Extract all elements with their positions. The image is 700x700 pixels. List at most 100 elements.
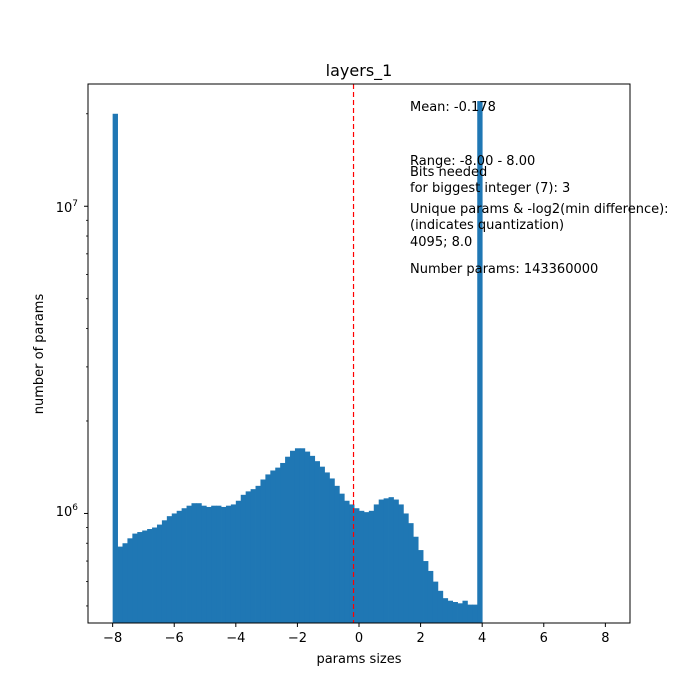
histogram-bar bbox=[147, 529, 153, 623]
x-tick-label: −2 bbox=[288, 631, 307, 646]
histogram-bar bbox=[349, 504, 355, 623]
histogram-bar bbox=[427, 570, 434, 623]
x-tick-label: 0 bbox=[355, 631, 363, 646]
histogram-bar bbox=[472, 604, 478, 623]
unique-annotation-line1: Unique params & -log2(min difference): bbox=[410, 202, 669, 217]
histogram-bar bbox=[112, 113, 118, 624]
histogram-bar bbox=[329, 478, 335, 623]
histogram-bar bbox=[142, 530, 148, 623]
histogram-bars bbox=[112, 101, 483, 624]
x-axis-label: params sizes bbox=[316, 652, 401, 667]
histogram-bar bbox=[437, 590, 444, 623]
histogram-bar bbox=[334, 485, 340, 623]
histogram-bar bbox=[280, 462, 286, 623]
histogram-bar bbox=[240, 494, 247, 623]
histogram-bar bbox=[467, 604, 473, 623]
mean-annotation: Mean: -0.178 bbox=[410, 100, 496, 115]
histogram-bar bbox=[344, 500, 350, 623]
histogram-bar bbox=[255, 485, 261, 623]
unique-annotation-line2: (indicates quantization) bbox=[410, 218, 564, 233]
histogram-bar bbox=[285, 456, 291, 623]
chart-title: layers_1 bbox=[326, 61, 393, 81]
histogram-bar bbox=[181, 508, 187, 623]
x-tick-label: −4 bbox=[226, 631, 245, 646]
unique-annotation-line3: 4095; 8.0 bbox=[410, 235, 472, 250]
histogram-bar bbox=[363, 512, 370, 623]
histogram-bar bbox=[339, 493, 345, 623]
histogram-bar bbox=[191, 503, 197, 623]
x-tick-label: −6 bbox=[165, 631, 184, 646]
histogram-bar bbox=[230, 504, 237, 623]
x-tick-label: 8 bbox=[601, 631, 609, 646]
histogram-bar bbox=[403, 513, 409, 623]
histogram-bar bbox=[216, 505, 222, 623]
histogram-bar bbox=[477, 101, 483, 623]
histogram-bar bbox=[452, 602, 458, 623]
histogram-bar bbox=[270, 470, 276, 623]
histogram-bar bbox=[156, 524, 163, 623]
histogram-bar bbox=[299, 448, 306, 623]
histogram-bar bbox=[378, 499, 385, 623]
histogram-bar bbox=[354, 508, 360, 623]
histogram-bar bbox=[221, 506, 227, 623]
histogram-bar bbox=[290, 450, 296, 623]
bits-annotation-line2: for biggest integer (7): 3 bbox=[410, 181, 570, 196]
histogram-bar bbox=[201, 505, 207, 623]
histogram-bar bbox=[275, 467, 281, 623]
histogram-bar bbox=[122, 543, 128, 623]
histogram-bar bbox=[314, 461, 320, 623]
histogram-bar bbox=[260, 479, 266, 623]
histogram-bar bbox=[211, 505, 217, 623]
histogram-bar bbox=[432, 581, 439, 623]
histogram-bar bbox=[457, 603, 463, 623]
histogram-bar bbox=[388, 497, 394, 623]
histogram-bar bbox=[447, 600, 454, 623]
histogram-bar bbox=[132, 533, 138, 623]
histogram-bar bbox=[117, 546, 123, 623]
histogram-bar bbox=[127, 538, 133, 623]
histogram-bar bbox=[265, 474, 271, 623]
histogram-bar bbox=[186, 505, 192, 623]
stats-annotations: Mean: -0.178 Range: -8.00 - 8.00 Bits ne… bbox=[410, 100, 669, 277]
histogram-bar bbox=[235, 500, 242, 623]
histogram-bar bbox=[137, 532, 143, 623]
histogram-bar bbox=[324, 472, 330, 623]
histogram-bar bbox=[161, 520, 168, 623]
histogram-bar bbox=[462, 600, 468, 623]
histogram-bar bbox=[408, 523, 414, 623]
histogram-bar bbox=[304, 451, 311, 623]
histogram-bar bbox=[171, 513, 178, 623]
histogram-bar bbox=[418, 550, 424, 623]
x-tick-label: 4 bbox=[478, 631, 486, 646]
x-axis-ticks: −8 −6 −4 −2 0 2 4 6 8 bbox=[103, 623, 610, 646]
y-tick-label-1e6: 106 bbox=[56, 503, 79, 520]
histogram-bar bbox=[250, 489, 256, 623]
x-tick-label: 2 bbox=[416, 631, 424, 646]
x-tick-label: 6 bbox=[540, 631, 548, 646]
y-axis-label: number of params bbox=[32, 294, 47, 415]
histogram-bar bbox=[294, 448, 301, 623]
histogram-bar bbox=[398, 504, 404, 623]
histogram-bar bbox=[413, 536, 419, 623]
x-tick-label: −8 bbox=[103, 631, 122, 646]
histogram-bar bbox=[368, 510, 375, 623]
histogram-bar bbox=[383, 498, 389, 623]
histogram-bar bbox=[309, 455, 316, 623]
y-axis-ticks: 106 107 bbox=[56, 113, 88, 607]
histogram-bar bbox=[206, 506, 212, 623]
count-annotation: Number params: 143360000 bbox=[410, 262, 598, 277]
histogram-bar bbox=[196, 503, 202, 623]
histogram-bar bbox=[423, 561, 429, 623]
histogram-bar bbox=[373, 504, 380, 623]
histogram-bar bbox=[245, 491, 251, 623]
histogram-bar bbox=[225, 505, 232, 623]
histogram-bar bbox=[319, 466, 325, 623]
y-tick-label-1e7: 107 bbox=[56, 199, 78, 216]
range-annotation: Range: -8.00 - 8.00 bbox=[410, 154, 535, 169]
histogram-bar bbox=[442, 598, 449, 623]
histogram-bar bbox=[176, 510, 183, 623]
histogram-bar bbox=[166, 516, 173, 623]
bits-annotation-line1: Bits needed bbox=[410, 165, 487, 180]
